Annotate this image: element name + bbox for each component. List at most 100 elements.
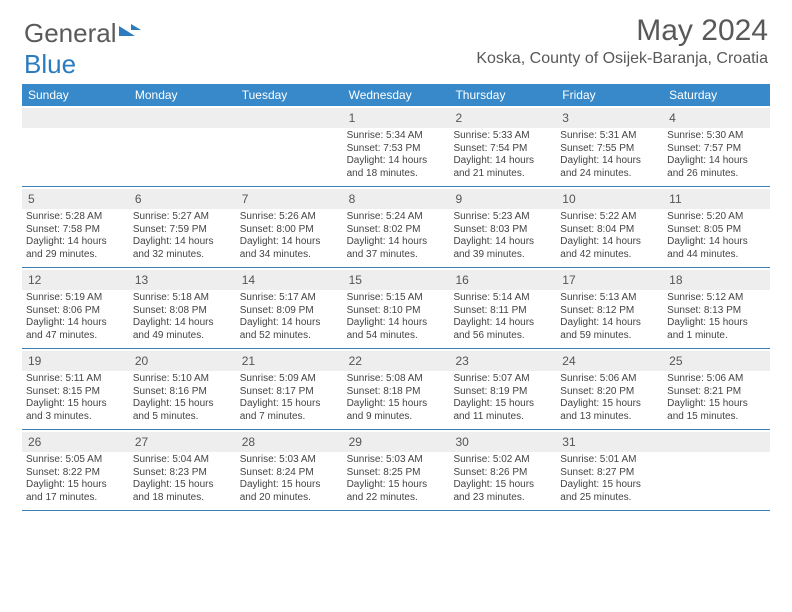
day-number-bar: 2 bbox=[449, 108, 556, 128]
sunset-line: Sunset: 8:10 PM bbox=[347, 305, 446, 318]
day-info: Sunrise: 5:22 AMSunset: 8:04 PMDaylight:… bbox=[560, 211, 659, 261]
sunrise-line: Sunrise: 5:04 AM bbox=[133, 454, 232, 467]
calendar-day-cell: 10Sunrise: 5:22 AMSunset: 8:04 PMDayligh… bbox=[556, 187, 663, 267]
day-info: Sunrise: 5:15 AMSunset: 8:10 PMDaylight:… bbox=[347, 292, 446, 342]
day-number: 25 bbox=[669, 354, 682, 368]
daylight-line: Daylight: 14 hours and 29 minutes. bbox=[26, 236, 125, 261]
day-number: 8 bbox=[349, 192, 356, 206]
day-number-bar: 6 bbox=[129, 189, 236, 209]
sunrise-line: Sunrise: 5:17 AM bbox=[240, 292, 339, 305]
daylight-line: Daylight: 15 hours and 3 minutes. bbox=[26, 398, 125, 423]
calendar-day-cell: 11 Sunrise: 5:20 AMSunset: 8:05 PMDayligh… bbox=[663, 187, 770, 267]
day-info: Sunrise: 5:12 AMSunset: 8:13 PMDaylight:… bbox=[667, 292, 766, 342]
day-number-bar: 17 bbox=[556, 270, 663, 290]
sunrise-line: Sunrise: 5:06 AM bbox=[667, 373, 766, 386]
daylight-line: Daylight: 15 hours and 7 minutes. bbox=[240, 398, 339, 423]
day-info: Sunrise: 5:11 AMSunset: 8:15 PMDaylight:… bbox=[26, 373, 125, 423]
day-number-bar: 0 bbox=[663, 432, 770, 452]
sunrise-line: Sunrise: 5:28 AM bbox=[26, 211, 125, 224]
day-info: Sunrise: 5:14 AMSunset: 8:11 PMDaylight:… bbox=[453, 292, 552, 342]
daylight-line: Daylight: 14 hours and 24 minutes. bbox=[560, 155, 659, 180]
daylight-line: Daylight: 15 hours and 22 minutes. bbox=[347, 479, 446, 504]
day-info: Sunrise: 5:28 AMSunset: 7:58 PMDaylight:… bbox=[26, 211, 125, 261]
daylight-line: Daylight: 14 hours and 54 minutes. bbox=[347, 317, 446, 342]
daylight-line: Daylight: 14 hours and 39 minutes. bbox=[453, 236, 552, 261]
calendar-day-cell: 0 bbox=[663, 430, 770, 510]
day-number-bar: 19 bbox=[22, 351, 129, 371]
sunset-line: Sunset: 8:26 PM bbox=[453, 467, 552, 480]
daylight-line: Daylight: 14 hours and 37 minutes. bbox=[347, 236, 446, 261]
day-number-bar: 12 bbox=[22, 270, 129, 290]
day-number: 22 bbox=[349, 354, 362, 368]
calendar-day-cell: 29Sunrise: 5:03 AMSunset: 8:25 PMDayligh… bbox=[343, 430, 450, 510]
calendar-week-row: 26Sunrise: 5:05 AMSunset: 8:22 PMDayligh… bbox=[22, 430, 770, 511]
day-info: Sunrise: 5:17 AMSunset: 8:09 PMDaylight:… bbox=[240, 292, 339, 342]
sunset-line: Sunset: 8:24 PM bbox=[240, 467, 339, 480]
sunset-line: Sunset: 8:19 PM bbox=[453, 386, 552, 399]
day-number: 2 bbox=[455, 111, 462, 125]
day-info: Sunrise: 5:20 AMSunset: 8:05 PMDaylight:… bbox=[667, 211, 766, 261]
calendar-day-cell: 22Sunrise: 5:08 AMSunset: 8:18 PMDayligh… bbox=[343, 349, 450, 429]
day-number: 15 bbox=[349, 273, 362, 287]
day-info: Sunrise: 5:03 AMSunset: 8:25 PMDaylight:… bbox=[347, 454, 446, 504]
day-number: 18 bbox=[669, 273, 682, 287]
daylight-line: Daylight: 15 hours and 5 minutes. bbox=[133, 398, 232, 423]
calendar-day-cell: 30Sunrise: 5:02 AMSunset: 8:26 PMDayligh… bbox=[449, 430, 556, 510]
day-number: 31 bbox=[562, 435, 575, 449]
daylight-line: Daylight: 15 hours and 18 minutes. bbox=[133, 479, 232, 504]
sunrise-line: Sunrise: 5:33 AM bbox=[453, 130, 552, 143]
sunrise-line: Sunrise: 5:13 AM bbox=[560, 292, 659, 305]
day-number-bar: 21 bbox=[236, 351, 343, 371]
sunset-line: Sunset: 8:11 PM bbox=[453, 305, 552, 318]
sunrise-line: Sunrise: 5:24 AM bbox=[347, 211, 446, 224]
day-number-bar: 30 bbox=[449, 432, 556, 452]
sunset-line: Sunset: 8:12 PM bbox=[560, 305, 659, 318]
day-number: 19 bbox=[28, 354, 41, 368]
day-number: 5 bbox=[28, 192, 35, 206]
day-number-bar: 24 bbox=[556, 351, 663, 371]
day-number: 14 bbox=[242, 273, 255, 287]
sunset-line: Sunset: 8:16 PM bbox=[133, 386, 232, 399]
location-label: Koska, County of Osijek-Baranja, Croatia bbox=[476, 50, 768, 68]
month-title: May 2024 bbox=[476, 14, 768, 48]
weekday-header: Monday bbox=[129, 84, 236, 106]
weekday-header: Saturday bbox=[663, 84, 770, 106]
day-info: Sunrise: 5:13 AMSunset: 8:12 PMDaylight:… bbox=[560, 292, 659, 342]
day-number: 27 bbox=[135, 435, 148, 449]
day-info: Sunrise: 5:26 AMSunset: 8:00 PMDaylight:… bbox=[240, 211, 339, 261]
day-number: 20 bbox=[135, 354, 148, 368]
calendar-week-row: 12Sunrise: 5:19 AMSunset: 8:06 PMDayligh… bbox=[22, 268, 770, 349]
sunrise-line: Sunrise: 5:31 AM bbox=[560, 130, 659, 143]
day-info: Sunrise: 5:10 AMSunset: 8:16 PMDaylight:… bbox=[133, 373, 232, 423]
day-number-bar: 22 bbox=[343, 351, 450, 371]
calendar-day-cell: 20 Sunrise: 5:10 AMSunset: 8:16 PMDayligh… bbox=[129, 349, 236, 429]
day-number: 6 bbox=[135, 192, 142, 206]
day-number: 24 bbox=[562, 354, 575, 368]
day-number-bar: 23 bbox=[449, 351, 556, 371]
sunrise-line: Sunrise: 5:18 AM bbox=[133, 292, 232, 305]
weekday-header: Thursday bbox=[449, 84, 556, 106]
calendar-day-cell: 21Sunrise: 5:09 AMSunset: 8:17 PMDayligh… bbox=[236, 349, 343, 429]
daylight-line: Daylight: 15 hours and 13 minutes. bbox=[560, 398, 659, 423]
day-number-bar: 31 bbox=[556, 432, 663, 452]
sunrise-line: Sunrise: 5:30 AM bbox=[667, 130, 766, 143]
day-number: 11 bbox=[669, 192, 681, 206]
sunset-line: Sunset: 8:23 PM bbox=[133, 467, 232, 480]
day-info: Sunrise: 5:03 AMSunset: 8:24 PMDaylight:… bbox=[240, 454, 339, 504]
sunset-line: Sunset: 7:54 PM bbox=[453, 143, 552, 156]
day-number-bar: 27 bbox=[129, 432, 236, 452]
daylight-line: Daylight: 14 hours and 21 minutes. bbox=[453, 155, 552, 180]
daylight-line: Daylight: 15 hours and 11 minutes. bbox=[453, 398, 552, 423]
calendar-day-cell: 24Sunrise: 5:06 AMSunset: 8:20 PMDayligh… bbox=[556, 349, 663, 429]
day-number: 17 bbox=[562, 273, 575, 287]
daylight-line: Daylight: 15 hours and 17 minutes. bbox=[26, 479, 125, 504]
daylight-line: Daylight: 14 hours and 44 minutes. bbox=[667, 236, 766, 261]
calendar-day-cell: 1Sunrise: 5:34 AMSunset: 7:53 PMDaylight… bbox=[343, 106, 450, 186]
sunrise-line: Sunrise: 5:09 AM bbox=[240, 373, 339, 386]
calendar-day-cell: 0 bbox=[236, 106, 343, 186]
day-number-bar: 16 bbox=[449, 270, 556, 290]
day-info: Sunrise: 5:07 AMSunset: 8:19 PMDaylight:… bbox=[453, 373, 552, 423]
daylight-line: Daylight: 14 hours and 18 minutes. bbox=[347, 155, 446, 180]
sunset-line: Sunset: 8:20 PM bbox=[560, 386, 659, 399]
daylight-line: Daylight: 15 hours and 15 minutes. bbox=[667, 398, 766, 423]
